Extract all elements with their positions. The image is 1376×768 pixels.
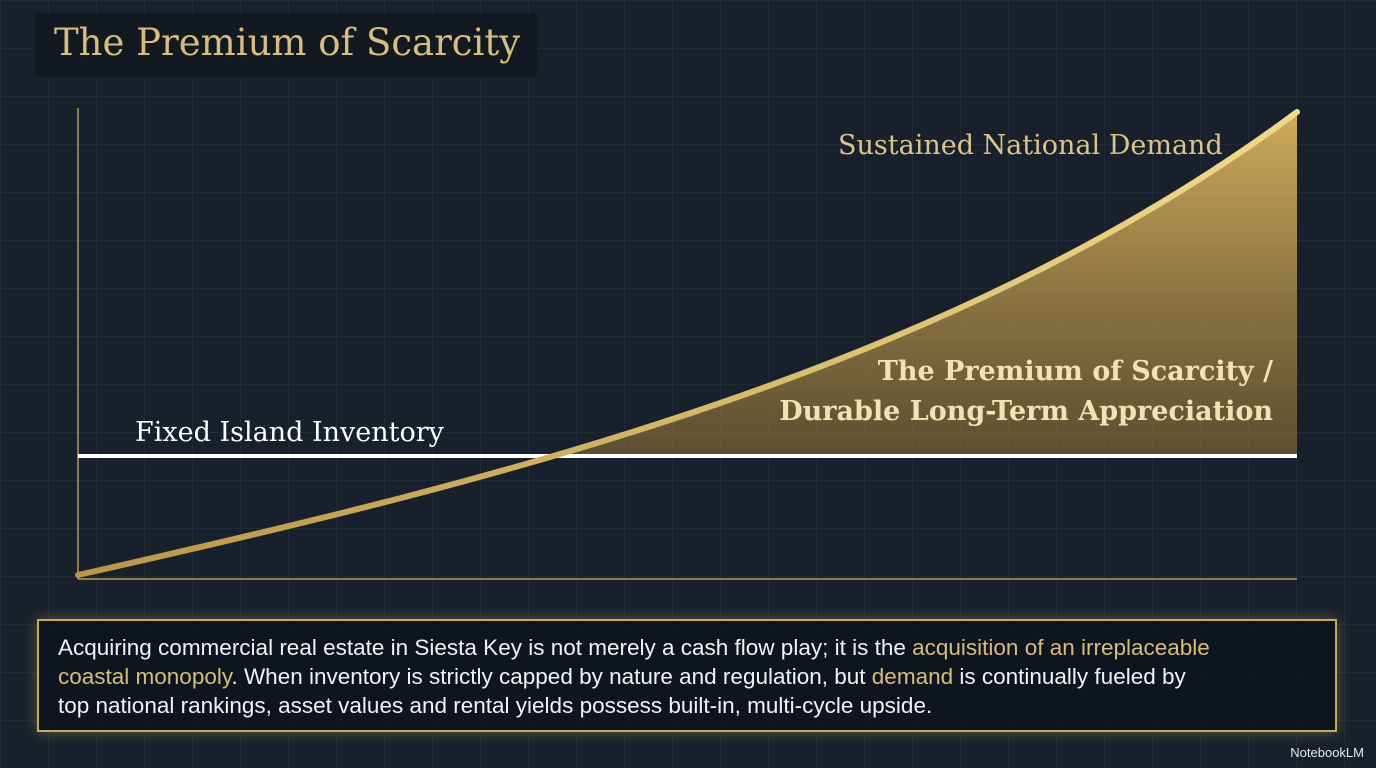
premium-area [78,112,1297,456]
title: The Premium of Scarcity [54,21,520,64]
highlight-text: demand [871,664,954,689]
demand-curve [75,109,1300,578]
premium-label: The Premium of Scarcity / [878,356,1273,387]
body-text: . When inventory is strictly capped by n… [231,664,872,689]
highlight-text: acquisition of an irreplaceable [912,635,1210,660]
inventory-label: Fixed Island Inventory [135,417,445,448]
body-line: Acquiring commercial real estate in Sies… [58,633,1335,662]
premium-label: Durable Long-Term Appreciation [779,396,1273,427]
body-line: coastal monopoly. When inventory is stri… [58,662,1335,691]
title-box [35,13,537,77]
body-line: top national rankings, asset values and … [58,691,1335,720]
body-text: top national rankings, asset values and … [58,693,933,718]
highlight-text: coastal monopoly [58,664,232,689]
body-text: Acquiring commercial real estate in Sies… [58,635,913,660]
body-text-box: Acquiring commercial real estate in Sies… [37,619,1337,732]
brand: NotebookLM [1290,745,1364,760]
body-text: is continually fueled by [953,664,1186,689]
demand-label: Sustained National Demand [838,130,1223,161]
